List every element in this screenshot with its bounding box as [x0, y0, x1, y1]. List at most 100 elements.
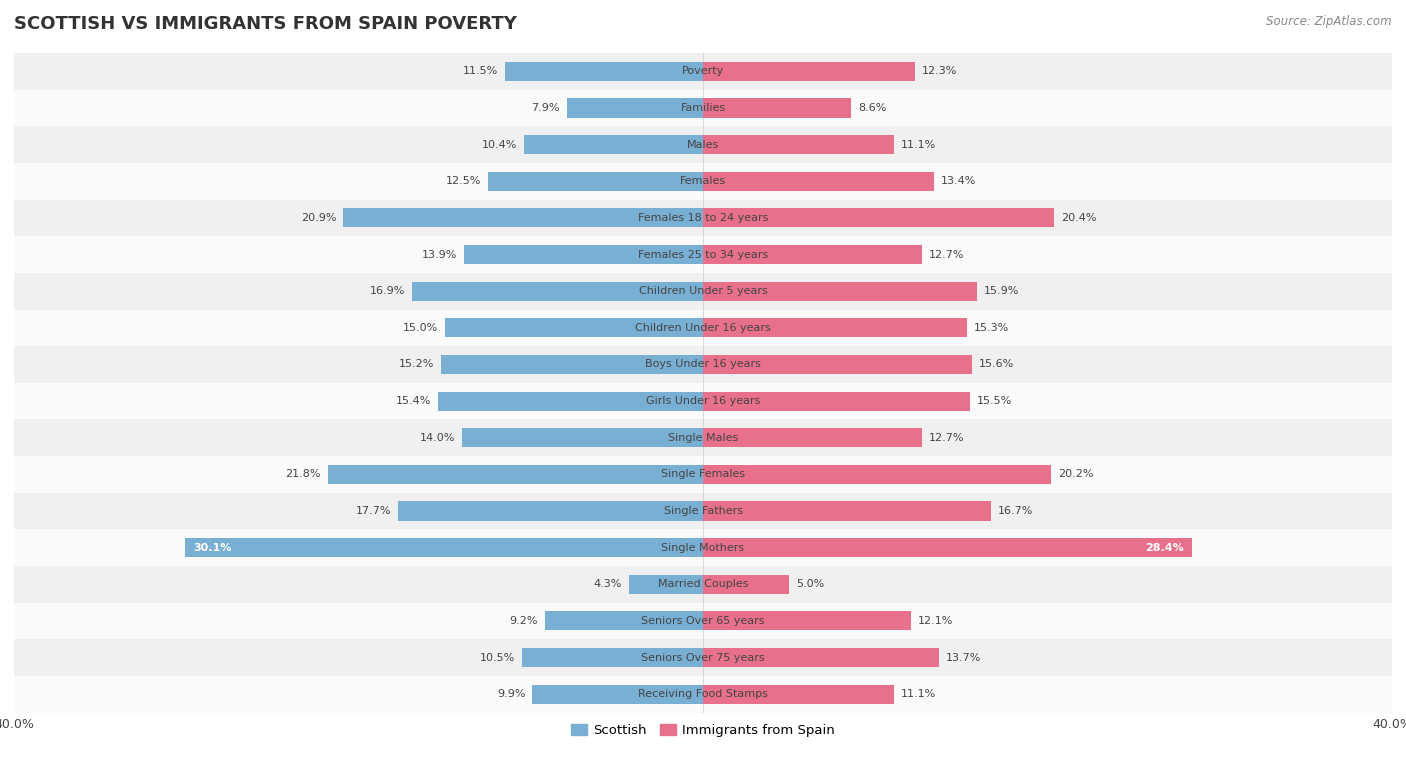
Text: Families: Families [681, 103, 725, 113]
Bar [14, 273, 1392, 309]
Text: 7.9%: 7.9% [531, 103, 560, 113]
Text: 20.4%: 20.4% [1062, 213, 1097, 223]
Bar [14, 383, 1392, 419]
Text: Females: Females [681, 177, 725, 186]
Bar [14, 566, 1392, 603]
Bar [703, 465, 1050, 484]
Bar [703, 135, 894, 154]
Text: 15.2%: 15.2% [399, 359, 434, 369]
Bar [703, 355, 972, 374]
Bar [703, 208, 1054, 227]
Bar [184, 538, 703, 557]
Bar [703, 502, 991, 521]
Text: Boys Under 16 years: Boys Under 16 years [645, 359, 761, 369]
Bar [14, 346, 1392, 383]
Text: 21.8%: 21.8% [285, 469, 321, 479]
Bar [703, 172, 934, 191]
Bar [14, 236, 1392, 273]
Bar [703, 612, 911, 631]
Bar [703, 538, 1192, 557]
Text: 11.1%: 11.1% [901, 139, 936, 149]
Bar [522, 648, 703, 667]
Text: 15.3%: 15.3% [973, 323, 1008, 333]
Bar [441, 355, 703, 374]
Bar [464, 245, 703, 264]
Bar [703, 648, 939, 667]
Bar [703, 282, 977, 301]
Text: 13.4%: 13.4% [941, 177, 976, 186]
Text: Single Males: Single Males [668, 433, 738, 443]
Text: 12.3%: 12.3% [922, 67, 957, 77]
Text: Married Couples: Married Couples [658, 579, 748, 589]
Bar [14, 639, 1392, 676]
Bar [398, 502, 703, 521]
Text: 14.0%: 14.0% [419, 433, 456, 443]
Text: 11.5%: 11.5% [463, 67, 498, 77]
Text: 10.5%: 10.5% [479, 653, 515, 662]
Bar [437, 392, 703, 411]
Text: 20.2%: 20.2% [1057, 469, 1094, 479]
Text: Receiving Food Stamps: Receiving Food Stamps [638, 689, 768, 699]
Bar [628, 575, 703, 594]
Text: 12.7%: 12.7% [928, 433, 965, 443]
Text: Males: Males [688, 139, 718, 149]
Bar [703, 392, 970, 411]
Bar [488, 172, 703, 191]
Bar [533, 684, 703, 703]
Text: Children Under 5 years: Children Under 5 years [638, 287, 768, 296]
Text: 16.7%: 16.7% [997, 506, 1033, 516]
Bar [544, 612, 703, 631]
Bar [14, 163, 1392, 199]
Text: 9.9%: 9.9% [498, 689, 526, 699]
Bar [703, 245, 922, 264]
Bar [14, 419, 1392, 456]
Text: 13.7%: 13.7% [946, 653, 981, 662]
Bar [14, 89, 1392, 127]
Text: Seniors Over 75 years: Seniors Over 75 years [641, 653, 765, 662]
Text: 12.5%: 12.5% [446, 177, 481, 186]
Text: 17.7%: 17.7% [356, 506, 391, 516]
Text: 28.4%: 28.4% [1144, 543, 1184, 553]
Text: 16.9%: 16.9% [370, 287, 405, 296]
Bar [14, 603, 1392, 639]
Bar [14, 53, 1392, 89]
Text: Single Fathers: Single Fathers [664, 506, 742, 516]
Text: 15.4%: 15.4% [395, 396, 430, 406]
Text: Females 18 to 24 years: Females 18 to 24 years [638, 213, 768, 223]
Bar [505, 62, 703, 81]
Text: 10.4%: 10.4% [482, 139, 517, 149]
Bar [14, 127, 1392, 163]
Bar [703, 575, 789, 594]
Text: 13.9%: 13.9% [422, 249, 457, 259]
Bar [14, 529, 1392, 566]
Text: Single Mothers: Single Mothers [661, 543, 745, 553]
Bar [703, 428, 922, 447]
Text: Girls Under 16 years: Girls Under 16 years [645, 396, 761, 406]
Bar [412, 282, 703, 301]
Text: 8.6%: 8.6% [858, 103, 886, 113]
Text: Single Females: Single Females [661, 469, 745, 479]
Text: 4.3%: 4.3% [593, 579, 621, 589]
Bar [328, 465, 703, 484]
Bar [14, 676, 1392, 713]
Text: Seniors Over 65 years: Seniors Over 65 years [641, 616, 765, 626]
Text: 12.7%: 12.7% [928, 249, 965, 259]
Text: 15.0%: 15.0% [402, 323, 437, 333]
Text: 15.5%: 15.5% [977, 396, 1012, 406]
Bar [14, 493, 1392, 529]
Text: Females 25 to 34 years: Females 25 to 34 years [638, 249, 768, 259]
Text: 5.0%: 5.0% [796, 579, 824, 589]
Text: 15.6%: 15.6% [979, 359, 1014, 369]
Bar [703, 99, 851, 117]
Text: Children Under 16 years: Children Under 16 years [636, 323, 770, 333]
Text: SCOTTISH VS IMMIGRANTS FROM SPAIN POVERTY: SCOTTISH VS IMMIGRANTS FROM SPAIN POVERT… [14, 15, 517, 33]
Text: 15.9%: 15.9% [984, 287, 1019, 296]
Bar [524, 135, 703, 154]
Text: 20.9%: 20.9% [301, 213, 336, 223]
Bar [703, 318, 966, 337]
Bar [703, 684, 894, 703]
Bar [444, 318, 703, 337]
Text: 9.2%: 9.2% [509, 616, 537, 626]
Text: 12.1%: 12.1% [918, 616, 953, 626]
Bar [461, 428, 703, 447]
